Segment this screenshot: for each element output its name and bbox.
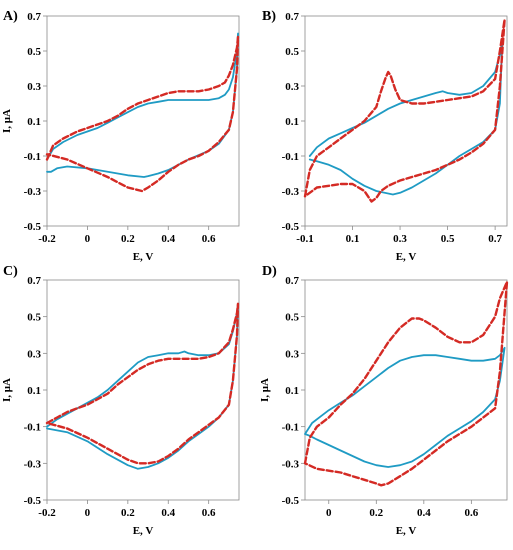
x-tick-label: 0.2 <box>121 233 135 245</box>
y-tick-label: 0.3 <box>27 81 41 93</box>
y-tick-label: -0.5 <box>282 495 300 507</box>
series-solid-line <box>304 346 506 468</box>
y-tick-label: 0.1 <box>285 385 299 397</box>
y-tick-label: 0.3 <box>27 348 41 360</box>
y-tick-label: -0.5 <box>24 495 42 507</box>
y-tick-label: -0.3 <box>282 186 300 198</box>
y-tick-label: 0.7 <box>27 11 41 23</box>
series-solid-line <box>308 41 504 196</box>
y-tick-label: 0.3 <box>285 81 299 93</box>
panel-label: B) <box>262 9 276 24</box>
x-tick-label: 0.2 <box>369 507 383 519</box>
series-dashed-line <box>303 280 509 487</box>
plot-frame <box>304 15 508 227</box>
panel-label: D) <box>262 264 277 279</box>
y-axis-label: I, μA <box>259 378 271 402</box>
plot-frame <box>304 279 508 501</box>
x-tick-label: 0.4 <box>161 507 175 519</box>
plot-frame <box>46 15 240 227</box>
x-tick-label: 0.1 <box>346 233 360 245</box>
x-tick-label: 0.6 <box>202 233 216 245</box>
y-tick-label: -0.1 <box>24 422 41 434</box>
y-tick-label: -0.5 <box>282 221 300 233</box>
panel-label: C) <box>3 264 18 279</box>
series-solid-line <box>46 32 239 178</box>
y-axis-label: I, μA <box>1 378 13 402</box>
y-tick-label: -0.1 <box>282 422 299 434</box>
y-tick-label: 0.7 <box>285 11 299 23</box>
panel-label: A) <box>3 9 18 24</box>
y-tick-label: -0.1 <box>24 151 41 163</box>
y-tick-label: 0.5 <box>27 312 41 324</box>
y-tick-label: 0.5 <box>285 312 299 324</box>
x-tick-label: 0.4 <box>161 233 175 245</box>
y-tick-label: -0.3 <box>24 458 42 470</box>
y-tick-label: 0.7 <box>27 275 41 287</box>
x-tick-label: 0.6 <box>202 507 216 519</box>
x-tick-label: 0 <box>326 507 332 519</box>
x-tick-label: -0.2 <box>38 233 56 245</box>
x-axis-label: E, V <box>396 525 417 537</box>
x-tick-label: 0.4 <box>417 507 431 519</box>
x-axis-label: E, V <box>133 525 154 537</box>
y-tick-label: 0.3 <box>285 348 299 360</box>
series-dashed-line <box>303 18 506 203</box>
x-tick-label: 0.3 <box>393 233 407 245</box>
y-tick-label: 0.5 <box>285 46 299 58</box>
y-tick-label: -0.3 <box>282 458 300 470</box>
y-tick-label: -0.5 <box>24 221 42 233</box>
series-dashed-line <box>45 35 240 193</box>
x-tick-label: 0.7 <box>488 233 502 245</box>
x-axis-label: E, V <box>133 251 154 263</box>
y-tick-label: -0.1 <box>282 151 299 163</box>
x-tick-label: 0.6 <box>464 507 478 519</box>
x-axis-label: E, V <box>396 251 417 263</box>
x-tick-label: -0.1 <box>296 233 313 245</box>
y-tick-label: 0.1 <box>27 385 41 397</box>
x-tick-label: 0 <box>85 233 91 245</box>
y-tick-label: 0.7 <box>285 275 299 287</box>
y-tick-label: 0.1 <box>285 116 299 128</box>
series-solid-line <box>46 302 239 470</box>
x-tick-label: 0 <box>85 507 91 519</box>
y-tick-label: -0.3 <box>24 186 42 198</box>
series-dashed-line <box>45 302 240 465</box>
x-tick-label: -0.2 <box>38 507 56 519</box>
y-axis-label: I, μA <box>1 109 13 133</box>
x-tick-label: 0.2 <box>121 507 135 519</box>
y-tick-label: 0.1 <box>27 116 41 128</box>
x-tick-label: 0.5 <box>441 233 455 245</box>
y-tick-label: 0.5 <box>27 46 41 58</box>
